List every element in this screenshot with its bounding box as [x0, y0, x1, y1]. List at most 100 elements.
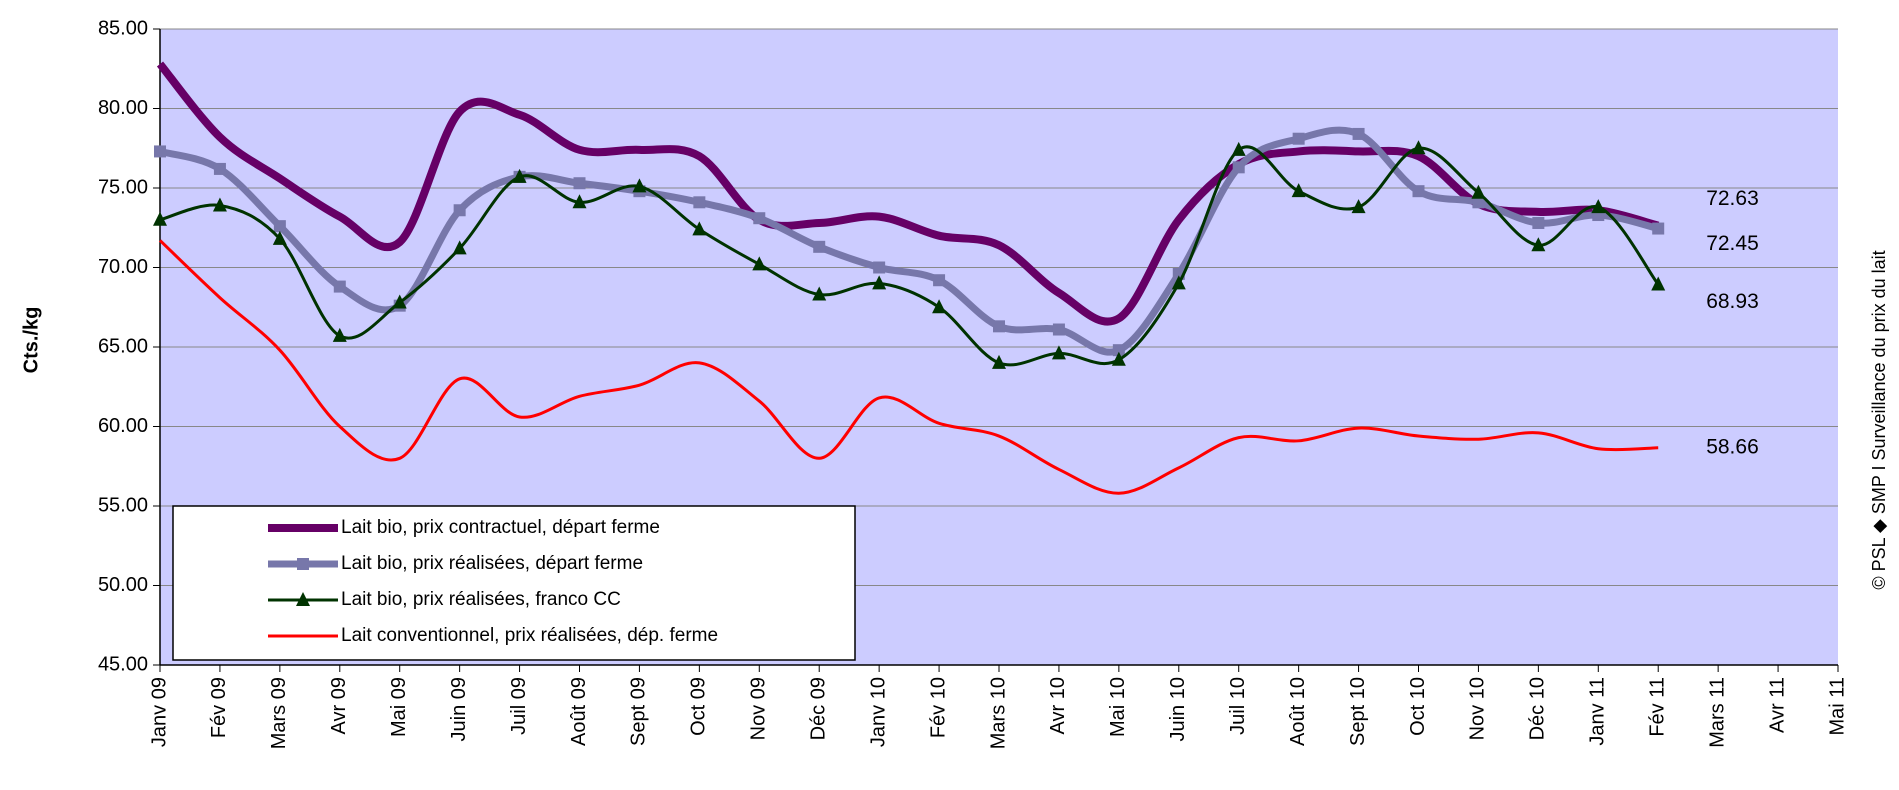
marker [873, 261, 886, 274]
marker [1292, 132, 1305, 145]
x-tick-label: Mai 11 [1826, 677, 1848, 736]
marker [1532, 216, 1545, 229]
marker [154, 145, 166, 158]
x-tick-label: Déc 10 [1527, 677, 1549, 740]
y-tick-label: 55.00 [98, 494, 148, 516]
marker [1411, 140, 1426, 155]
x-tick-label: Oct 10 [1407, 677, 1429, 736]
x-tick-label: Nov 10 [1467, 677, 1489, 740]
x-tick-label: Sept 09 [628, 677, 650, 746]
x-tick-label: Avr 09 [328, 677, 350, 734]
marker [1351, 199, 1366, 214]
marker [1471, 184, 1486, 199]
marker [1112, 344, 1125, 357]
x-tick-label: Juil 10 [1227, 677, 1249, 735]
x-tick-label: Janv 11 [1587, 677, 1609, 746]
x-tick-label: Juil 09 [508, 677, 530, 735]
marker [692, 221, 707, 236]
marker [452, 240, 467, 255]
marker [273, 220, 286, 233]
marker [213, 162, 226, 175]
x-tick-label: Juin 10 [1167, 677, 1189, 742]
marker [1291, 183, 1306, 198]
x-tick-label: Avr 10 [1047, 677, 1069, 734]
marker [1111, 351, 1126, 366]
marker [333, 280, 346, 293]
x-tick-label: Mars 09 [268, 677, 290, 749]
marker [932, 299, 947, 314]
marker [572, 194, 587, 209]
x-tick-label: Janv 10 [867, 677, 889, 747]
marker [872, 275, 887, 290]
y-tick-label: 65.00 [98, 335, 148, 357]
legend-label: Lait bio, prix contractuel, départ ferme [341, 517, 660, 538]
marker [1472, 196, 1485, 209]
y-tick-label: 45.00 [98, 653, 148, 675]
marker [632, 178, 647, 193]
x-tick-label: Oct 09 [688, 677, 710, 736]
x-tick-label: Mars 11 [1706, 677, 1728, 748]
marker [813, 240, 826, 253]
marker [1531, 237, 1546, 252]
marker [993, 320, 1005, 333]
y-axis-label: Cts./kg [20, 307, 42, 374]
legend-label: Lait bio, prix réalisées, franco CC [341, 589, 621, 610]
y-tick-label: 70.00 [98, 256, 148, 278]
x-tick-label: Fév 11 [1646, 677, 1668, 737]
marker [1171, 275, 1186, 290]
x-tick-label: Sept 10 [1347, 677, 1369, 746]
y-tick-label: 85.00 [98, 17, 148, 39]
x-tick-label: Fév 10 [927, 677, 949, 738]
y-tick-label: 60.00 [98, 415, 148, 437]
x-tick-label: Août 09 [568, 677, 590, 746]
marker [296, 592, 310, 606]
value-label: 68.93 [1706, 290, 1759, 313]
marker [752, 256, 767, 271]
series-line [158, 239, 1659, 495]
marker [753, 212, 766, 225]
marker [212, 197, 227, 212]
marker [1232, 161, 1245, 174]
marker [1052, 323, 1065, 336]
legend-label: Lait conventionnel, prix réalisées, dép.… [341, 625, 718, 646]
y-tick-label: 75.00 [98, 176, 148, 198]
x-tick-label: Mai 10 [1107, 677, 1129, 737]
side-note: © PSL ◆ SMP I Surveillance du prix du la… [1869, 250, 1889, 589]
marker [1651, 276, 1666, 291]
x-tick-label: Fév 09 [208, 677, 230, 738]
legend-label: Lait bio, prix réalisées, départ ferme [341, 553, 643, 574]
marker [512, 168, 527, 183]
series-line [156, 61, 1660, 326]
x-tick-label: Mars 10 [987, 677, 1009, 749]
marker [453, 204, 466, 217]
marker [933, 274, 946, 287]
x-tick-label: Nov 09 [748, 677, 770, 740]
y-tick-label: 80.00 [98, 97, 148, 119]
marker [297, 558, 309, 570]
marker [573, 177, 586, 190]
x-tick-label: Avr 11 [1766, 677, 1788, 733]
y-tick-label: 50.00 [98, 574, 148, 596]
x-tick-label: Mai 09 [388, 677, 410, 737]
marker [1652, 222, 1665, 235]
x-tick-label: Janv 09 [148, 677, 170, 747]
marker [392, 294, 407, 309]
marker [153, 211, 167, 226]
x-tick-label: Déc 09 [807, 677, 829, 740]
value-label: 58.66 [1706, 435, 1759, 458]
marker [992, 354, 1006, 369]
x-tick-label: Août 10 [1287, 677, 1309, 746]
marker [332, 327, 347, 342]
value-label: 72.45 [1706, 232, 1759, 255]
marker [1591, 199, 1606, 214]
marker [812, 286, 827, 301]
marker [1051, 345, 1066, 360]
marker [272, 230, 287, 245]
x-tick-label: Juin 09 [448, 677, 470, 742]
marker [693, 196, 706, 209]
marker [1352, 127, 1365, 140]
marker [1412, 185, 1425, 198]
legend: Lait bio, prix contractuel, départ ferme… [172, 505, 856, 661]
marker [1231, 141, 1246, 156]
